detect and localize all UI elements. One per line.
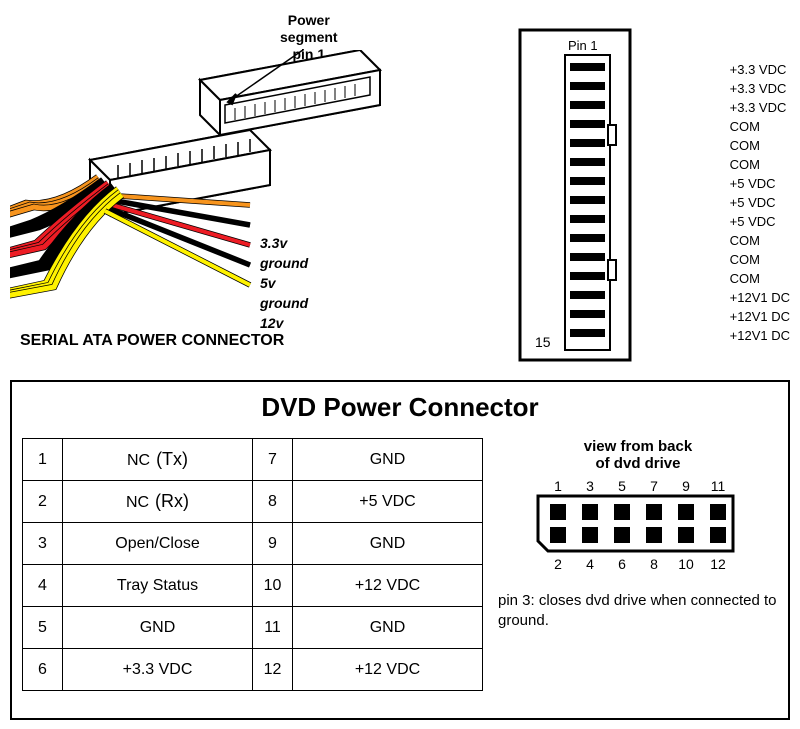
pinout-pin-label: COM: [730, 136, 790, 155]
pinout-pin-label: +12V1 DC: [730, 288, 790, 307]
pinout-pin-label: COM: [730, 250, 790, 269]
svg-text:8: 8: [650, 556, 658, 572]
pinout-pin-label: COM: [730, 117, 790, 136]
dvd-pinout-table: 1NC(Tx)7GND2NC(Rx)8+5 VDC3Open/Close9GND…: [22, 438, 483, 691]
table-cell: Open/Close: [63, 523, 253, 565]
table-cell: +12 VDC: [293, 649, 483, 691]
table-row: 4Tray Status10+12 VDC: [23, 565, 483, 607]
dvd-note: pin 3: closes dvd drive when connected t…: [498, 591, 778, 630]
table-cell: GND: [293, 523, 483, 565]
svg-text:4: 4: [586, 556, 594, 572]
pinout-pin-label: +12V1 DC: [730, 326, 790, 345]
sata-title: SERIAL ATA POWER CONNECTOR: [20, 332, 284, 350]
sata-connector-illustration: Power segment pin 1: [10, 10, 410, 360]
svg-text:2: 2: [554, 556, 562, 572]
table-cell: 9: [253, 523, 293, 565]
table-cell: +12 VDC: [293, 565, 483, 607]
table-row: 2NC(Rx)8+5 VDC: [23, 481, 483, 523]
table-cell: 12: [253, 649, 293, 691]
dvd-view-label: view from back of dvd drive: [498, 438, 778, 472]
table-cell: 4: [23, 565, 63, 607]
table-cell: 6: [23, 649, 63, 691]
table-row: 3Open/Close9GND: [23, 523, 483, 565]
table-cell: NC(Rx): [63, 481, 253, 523]
table-cell: GND: [293, 607, 483, 649]
pinout-pin-label: +3.3 VDC: [730, 79, 790, 98]
table-cell: 11: [253, 607, 293, 649]
wire-label: ground: [260, 255, 308, 271]
table-cell: Tray Status: [63, 565, 253, 607]
wire-label: ground: [260, 295, 308, 311]
pinout-pin-label: +12V1 DC: [730, 307, 790, 326]
svg-text:5: 5: [618, 478, 626, 494]
table-cell: 8: [253, 481, 293, 523]
power-segment-line2: segment: [280, 29, 338, 45]
table-cell: GND: [293, 439, 483, 481]
pinout-pin-label: +5 VDC: [730, 193, 790, 212]
pinout-labels: +3.3 VDC+3.3 VDC+3.3 VDCCOMCOMCOM+5 VDC+…: [730, 60, 790, 345]
pin15-text: 15: [535, 334, 551, 350]
table-cell: GND: [63, 607, 253, 649]
table-cell: +3.3 VDC: [63, 649, 253, 691]
top-section: Power segment pin 1: [0, 0, 800, 370]
table-cell: 2: [23, 481, 63, 523]
pinout-pin-label: COM: [730, 231, 790, 250]
pinout-pin-label: COM: [730, 155, 790, 174]
power-segment-line1: Power: [288, 12, 330, 28]
pinout-pin-label: COM: [730, 269, 790, 288]
pinout-pin-label: +5 VDC: [730, 174, 790, 193]
svg-text:3: 3: [586, 478, 594, 494]
table-cell: +5 VDC: [293, 481, 483, 523]
svg-text:1: 1: [554, 478, 562, 494]
table-cell: NC(Tx): [63, 439, 253, 481]
svg-text:10: 10: [678, 556, 694, 572]
pinout-pin-label: +3.3 VDC: [730, 60, 790, 79]
pin1-text: Pin 1: [568, 38, 598, 53]
table-cell: 3: [23, 523, 63, 565]
dvd-connector-section: DVD Power Connector 1NC(Tx)7GND2NC(Rx)8+…: [10, 380, 790, 720]
pinout-diagram: Pin 1 15: [510, 25, 650, 365]
sata-connector-svg: [10, 50, 410, 310]
table-cell: 5: [23, 607, 63, 649]
table-row: 1NC(Tx)7GND: [23, 439, 483, 481]
wire-label: 12v: [260, 315, 283, 331]
dvd-title: DVD Power Connector: [12, 392, 788, 423]
wire-label: 5v: [260, 275, 276, 291]
table-row: 6+3.3 VDC12+12 VDC: [23, 649, 483, 691]
table-cell: 10: [253, 565, 293, 607]
wire-label: 3.3v: [260, 235, 287, 251]
svg-text:7: 7: [650, 478, 658, 494]
svg-text:11: 11: [711, 478, 726, 494]
dvd-connector-svg: 1 3 5 7 9 11 2 4 6 8 10 12: [533, 476, 743, 576]
pinout-pin-label: +5 VDC: [730, 212, 790, 231]
svg-text:12: 12: [710, 556, 726, 572]
table-cell: 1: [23, 439, 63, 481]
svg-text:6: 6: [618, 556, 626, 572]
table-row: 5GND11GND: [23, 607, 483, 649]
pinout-pin-label: +3.3 VDC: [730, 98, 790, 117]
svg-text:9: 9: [682, 478, 690, 494]
table-cell: 7: [253, 439, 293, 481]
